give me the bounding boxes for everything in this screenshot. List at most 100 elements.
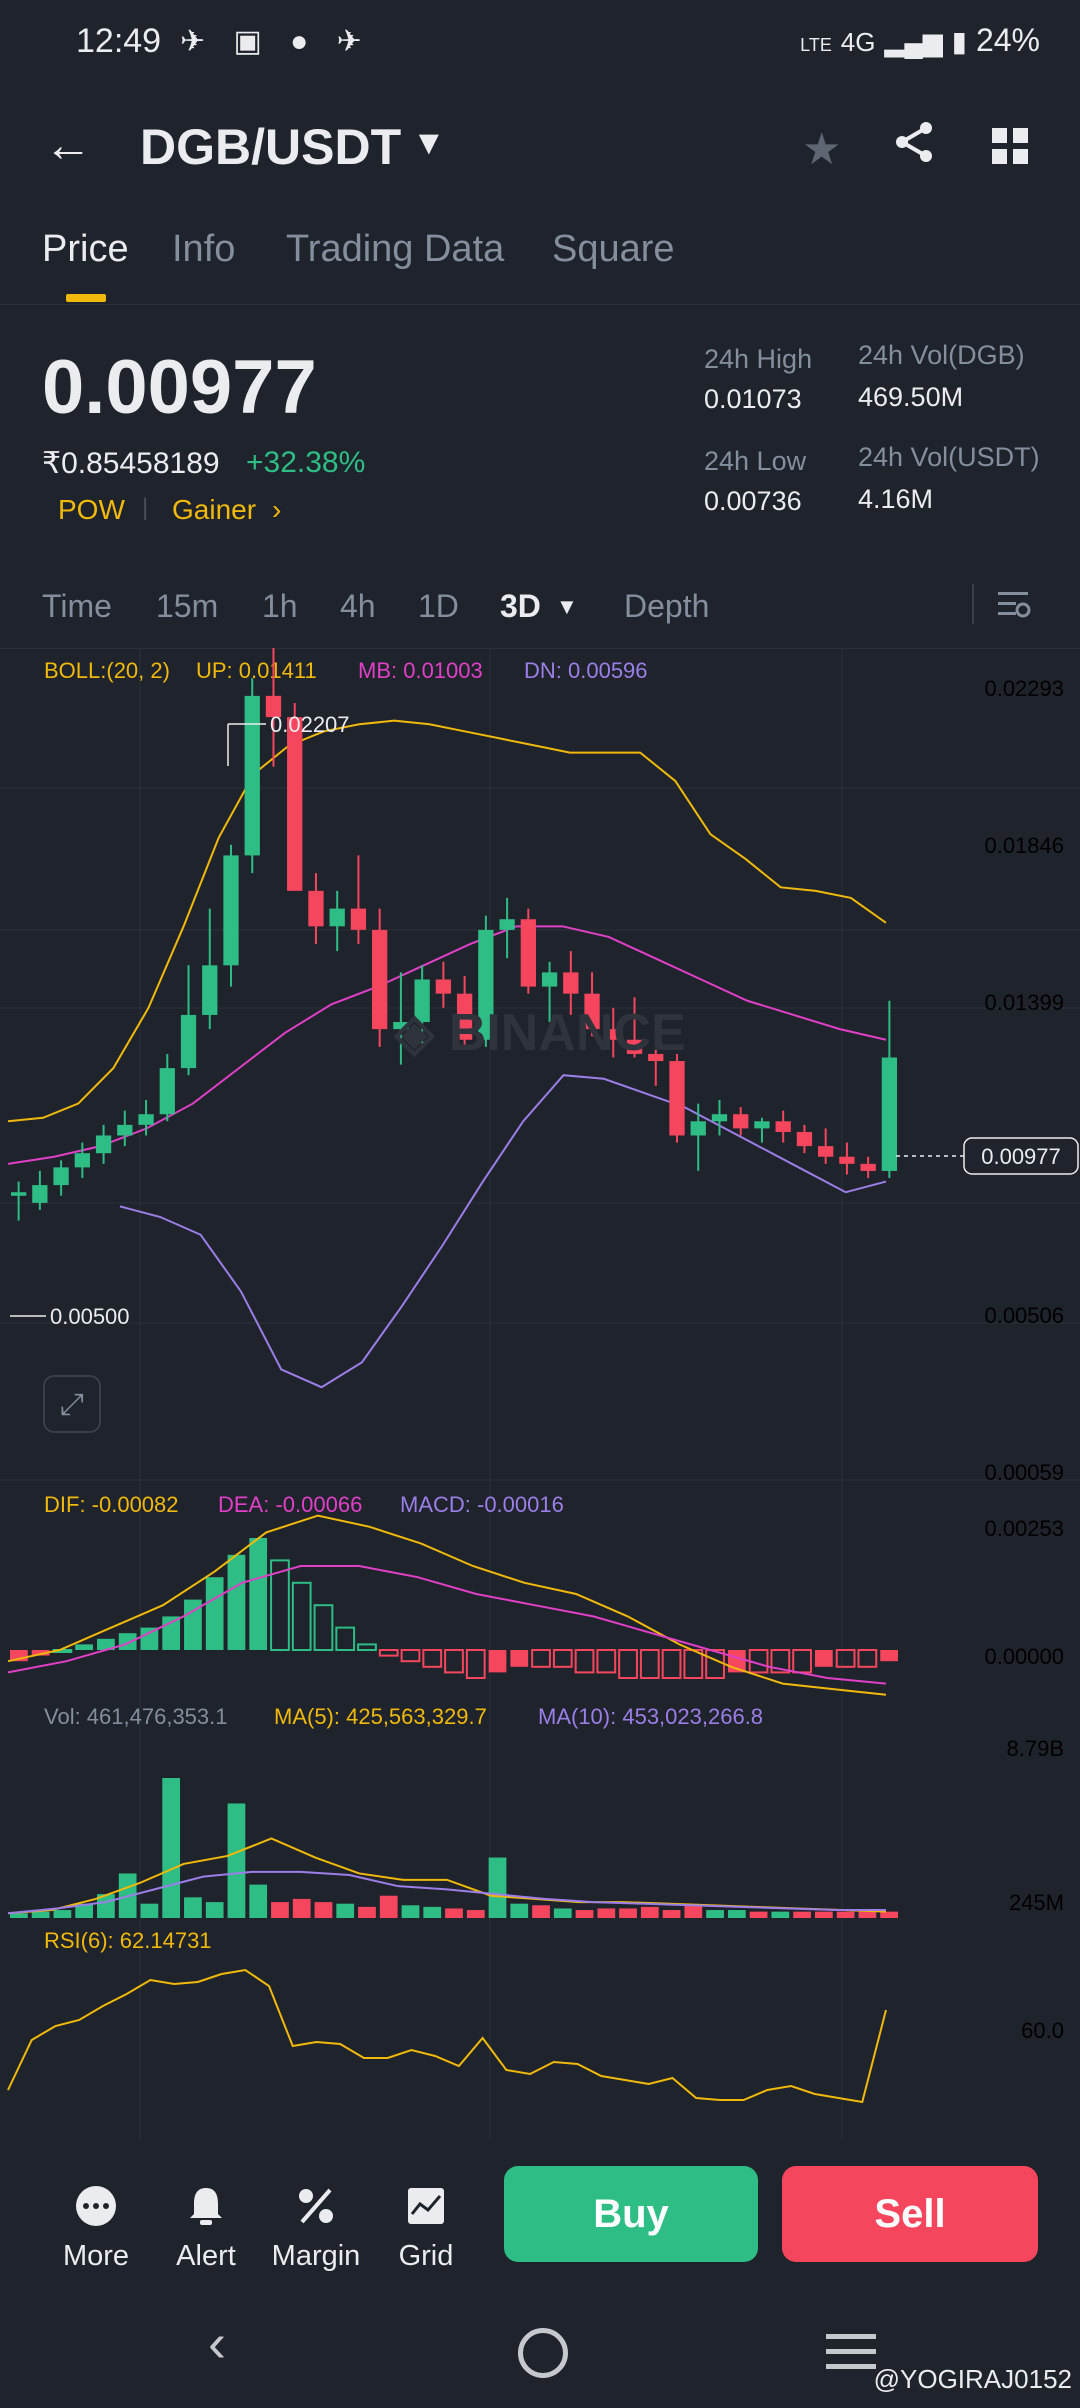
favorite-star-icon[interactable]: ★: [802, 125, 842, 174]
interval-1h[interactable]: 1h: [262, 588, 298, 624]
volume-bar: [880, 1911, 898, 1918]
candle-body: [478, 929, 494, 1040]
macd-bar: [465, 1649, 486, 1679]
volume-bar: [184, 1897, 202, 1918]
pair-title[interactable]: DGB/USDT: [140, 119, 402, 175]
interval-1d[interactable]: 1D: [418, 588, 459, 624]
volume-bar: [684, 1905, 703, 1918]
macd-bar: [661, 1649, 682, 1679]
candle-body: [287, 717, 303, 891]
price-change-percent: +32.38%: [246, 446, 366, 479]
macd-bar: [400, 1649, 421, 1663]
tag-gainer[interactable]: Gainer: [172, 494, 257, 525]
boll-params: BOLL:(20, 2): [44, 658, 170, 683]
buy-button[interactable]: Buy: [504, 2166, 758, 2262]
expand-button[interactable]: [43, 1375, 101, 1433]
candle-body: [372, 929, 388, 1030]
macd-bar: [10, 1650, 28, 1662]
candle-body: [860, 1163, 876, 1171]
signal-icon: ▂▄▆: [884, 27, 943, 57]
share-icon[interactable]: [892, 120, 936, 175]
nav-recents-icon[interactable]: [826, 2332, 876, 2377]
boll-middle-line: [7, 925, 887, 1165]
nav-back-icon[interactable]: ‹: [208, 2313, 226, 2373]
candle-body: [605, 1029, 621, 1040]
macd-bar: [227, 1554, 246, 1650]
candle-body: [648, 1053, 664, 1062]
grid-bot-icon: [376, 2184, 476, 2240]
vol-dgb-label: 24h Vol(DGB): [858, 340, 1025, 370]
margin-label: Margin: [271, 2240, 361, 2272]
candle-body: [32, 1185, 48, 1203]
volume-bar: [10, 1913, 28, 1918]
sell-button[interactable]: Sell: [782, 2166, 1038, 2262]
volume-bar: [510, 1903, 529, 1918]
candle-body: [818, 1146, 834, 1157]
volume-bar: [553, 1908, 572, 1918]
volume-bar: [53, 1910, 72, 1918]
boll-dn: DN: 0.00596: [524, 658, 648, 683]
interval-3d[interactable]: 3D: [500, 588, 541, 624]
macd-bar: [770, 1649, 791, 1674]
lte-label: LTE: [800, 35, 832, 55]
volume-axis-label: 8.79B: [1007, 1736, 1065, 1761]
margin-button[interactable]: Margin: [266, 2184, 366, 2273]
volume-bar: [401, 1905, 420, 1918]
interval-4h[interactable]: 4h: [340, 588, 376, 624]
interval-15m[interactable]: 15m: [156, 588, 219, 624]
inr-price: ₹0.85458189: [42, 447, 220, 480]
macd-bar: [639, 1649, 660, 1679]
tab-trading-data[interactable]: Trading Data: [286, 228, 505, 270]
candle-body: [881, 1057, 898, 1171]
volume-bar: [445, 1908, 463, 1918]
interval-time[interactable]: Time: [42, 588, 112, 624]
pair-dropdown-icon[interactable]: ▼: [412, 124, 446, 162]
volume-bar: [814, 1911, 833, 1918]
macd-dea-line: [7, 1565, 887, 1685]
macd-bar: [792, 1649, 812, 1674]
more-label: More: [62, 2240, 130, 2272]
candle-body: [669, 1061, 685, 1136]
volume-bar: [727, 1910, 746, 1918]
macd-bar: [422, 1649, 443, 1668]
volume-bar: [292, 1898, 311, 1918]
battery-level: 24%: [975, 22, 1040, 58]
volume-bar: [423, 1906, 442, 1918]
chevron-right-icon[interactable]: ›: [272, 494, 282, 525]
grid-layout-icon[interactable]: [990, 126, 1030, 177]
macd-bar: [618, 1649, 638, 1679]
tab-square[interactable]: Square: [552, 228, 675, 270]
status-right: LTE 4G ▂▄▆ ▮ 24%: [800, 22, 1040, 59]
candle-body: [138, 1114, 154, 1125]
macd-dif-line: [7, 1514, 887, 1696]
more-button[interactable]: More: [46, 2184, 146, 2273]
macd-bar: [596, 1649, 617, 1674]
price-axis-label: 0.02293: [984, 676, 1064, 701]
expand-icon[interactable]: ⤢: [60, 1388, 84, 1421]
tab-price[interactable]: Price: [42, 228, 129, 270]
price-axis-label: 0.01846: [984, 833, 1064, 858]
macd-dif: DIF: -0.00082: [44, 1492, 179, 1517]
status-time: 12:49: [76, 22, 162, 60]
candle-body: [626, 1039, 643, 1054]
macd-value: MACD: -0.00016: [400, 1492, 564, 1517]
grid-button[interactable]: Grid: [376, 2184, 476, 2273]
low-value: 0.00736: [704, 486, 802, 516]
candle-body: [350, 908, 367, 930]
nav-home-icon[interactable]: [518, 2328, 568, 2378]
chart-settings-icon[interactable]: [996, 586, 1032, 627]
price-axis-label: 0.00506: [984, 1303, 1064, 1328]
user-watermark: @YOGIRAJ0152: [873, 2364, 1072, 2394]
interval-depth[interactable]: Depth: [624, 588, 710, 624]
macd-bar: [291, 1581, 312, 1651]
volume-bar: [379, 1895, 398, 1918]
tag-pow[interactable]: POW: [58, 494, 125, 525]
interval-dropdown-icon[interactable]: ▼: [556, 594, 578, 619]
chart-area[interactable]: BOLL:(20, 2) UP: 0.01411 MB: 0.01003 DN:…: [0, 648, 1080, 2140]
macd-bar: [444, 1649, 464, 1674]
volume-ma10-line: [7, 1870, 886, 1915]
volume-bar: [75, 1903, 94, 1918]
tab-info[interactable]: Info: [172, 228, 236, 270]
back-arrow-icon[interactable]: ←: [44, 119, 92, 172]
alert-button[interactable]: Alert: [156, 2184, 256, 2273]
